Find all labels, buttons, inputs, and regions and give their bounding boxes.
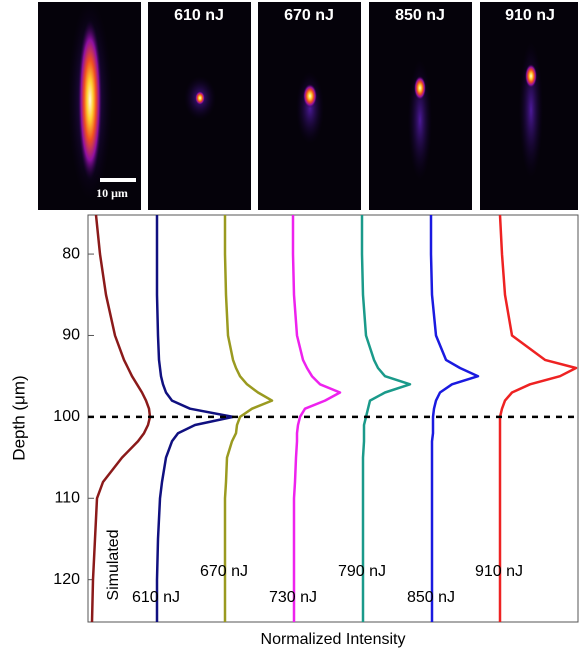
series-label: 730 nJ (269, 589, 317, 606)
y-tick-label: 110 (54, 489, 80, 506)
image-strip: 10 μm 610 nJ 670 nJ 850 nJ 910 nJ (38, 0, 578, 210)
panel-label: 850 nJ (395, 7, 445, 24)
series-label: 670 nJ (200, 563, 248, 580)
x-axis-title: Normalized Intensity (261, 631, 406, 648)
beam-glow (519, 42, 543, 178)
profile-line (293, 215, 340, 622)
beam (303, 84, 317, 108)
profile-line (225, 215, 272, 622)
beam (195, 91, 205, 105)
panel-label: 910 nJ (505, 7, 555, 24)
series-label: Simulated (105, 529, 122, 600)
beam (78, 20, 102, 180)
series-label: 790 nJ (338, 563, 386, 580)
y-tick-label: 120 (53, 571, 80, 588)
y-axis-title: Depth (μm) (9, 375, 28, 460)
profile-line (157, 215, 233, 622)
panel-label: 610 nJ (174, 7, 224, 24)
series-label: 910 nJ (475, 563, 523, 580)
scale-bar-label: 10 μm (96, 186, 128, 200)
y-tick-label: 100 (53, 408, 80, 425)
profile-line (362, 215, 410, 622)
beam (525, 64, 537, 88)
series-label: 850 nJ (407, 589, 455, 606)
beam (414, 76, 426, 100)
profile-line (500, 215, 576, 622)
y-tick-label: 80 (62, 245, 80, 262)
y-tick-label: 90 (62, 327, 80, 344)
profile-line (431, 215, 478, 622)
figure: 10 μm 610 nJ 670 nJ 850 nJ 910 nJ Depth … (0, 0, 579, 658)
series-label: 610 nJ (132, 589, 180, 606)
panel-label: 670 nJ (284, 7, 334, 24)
